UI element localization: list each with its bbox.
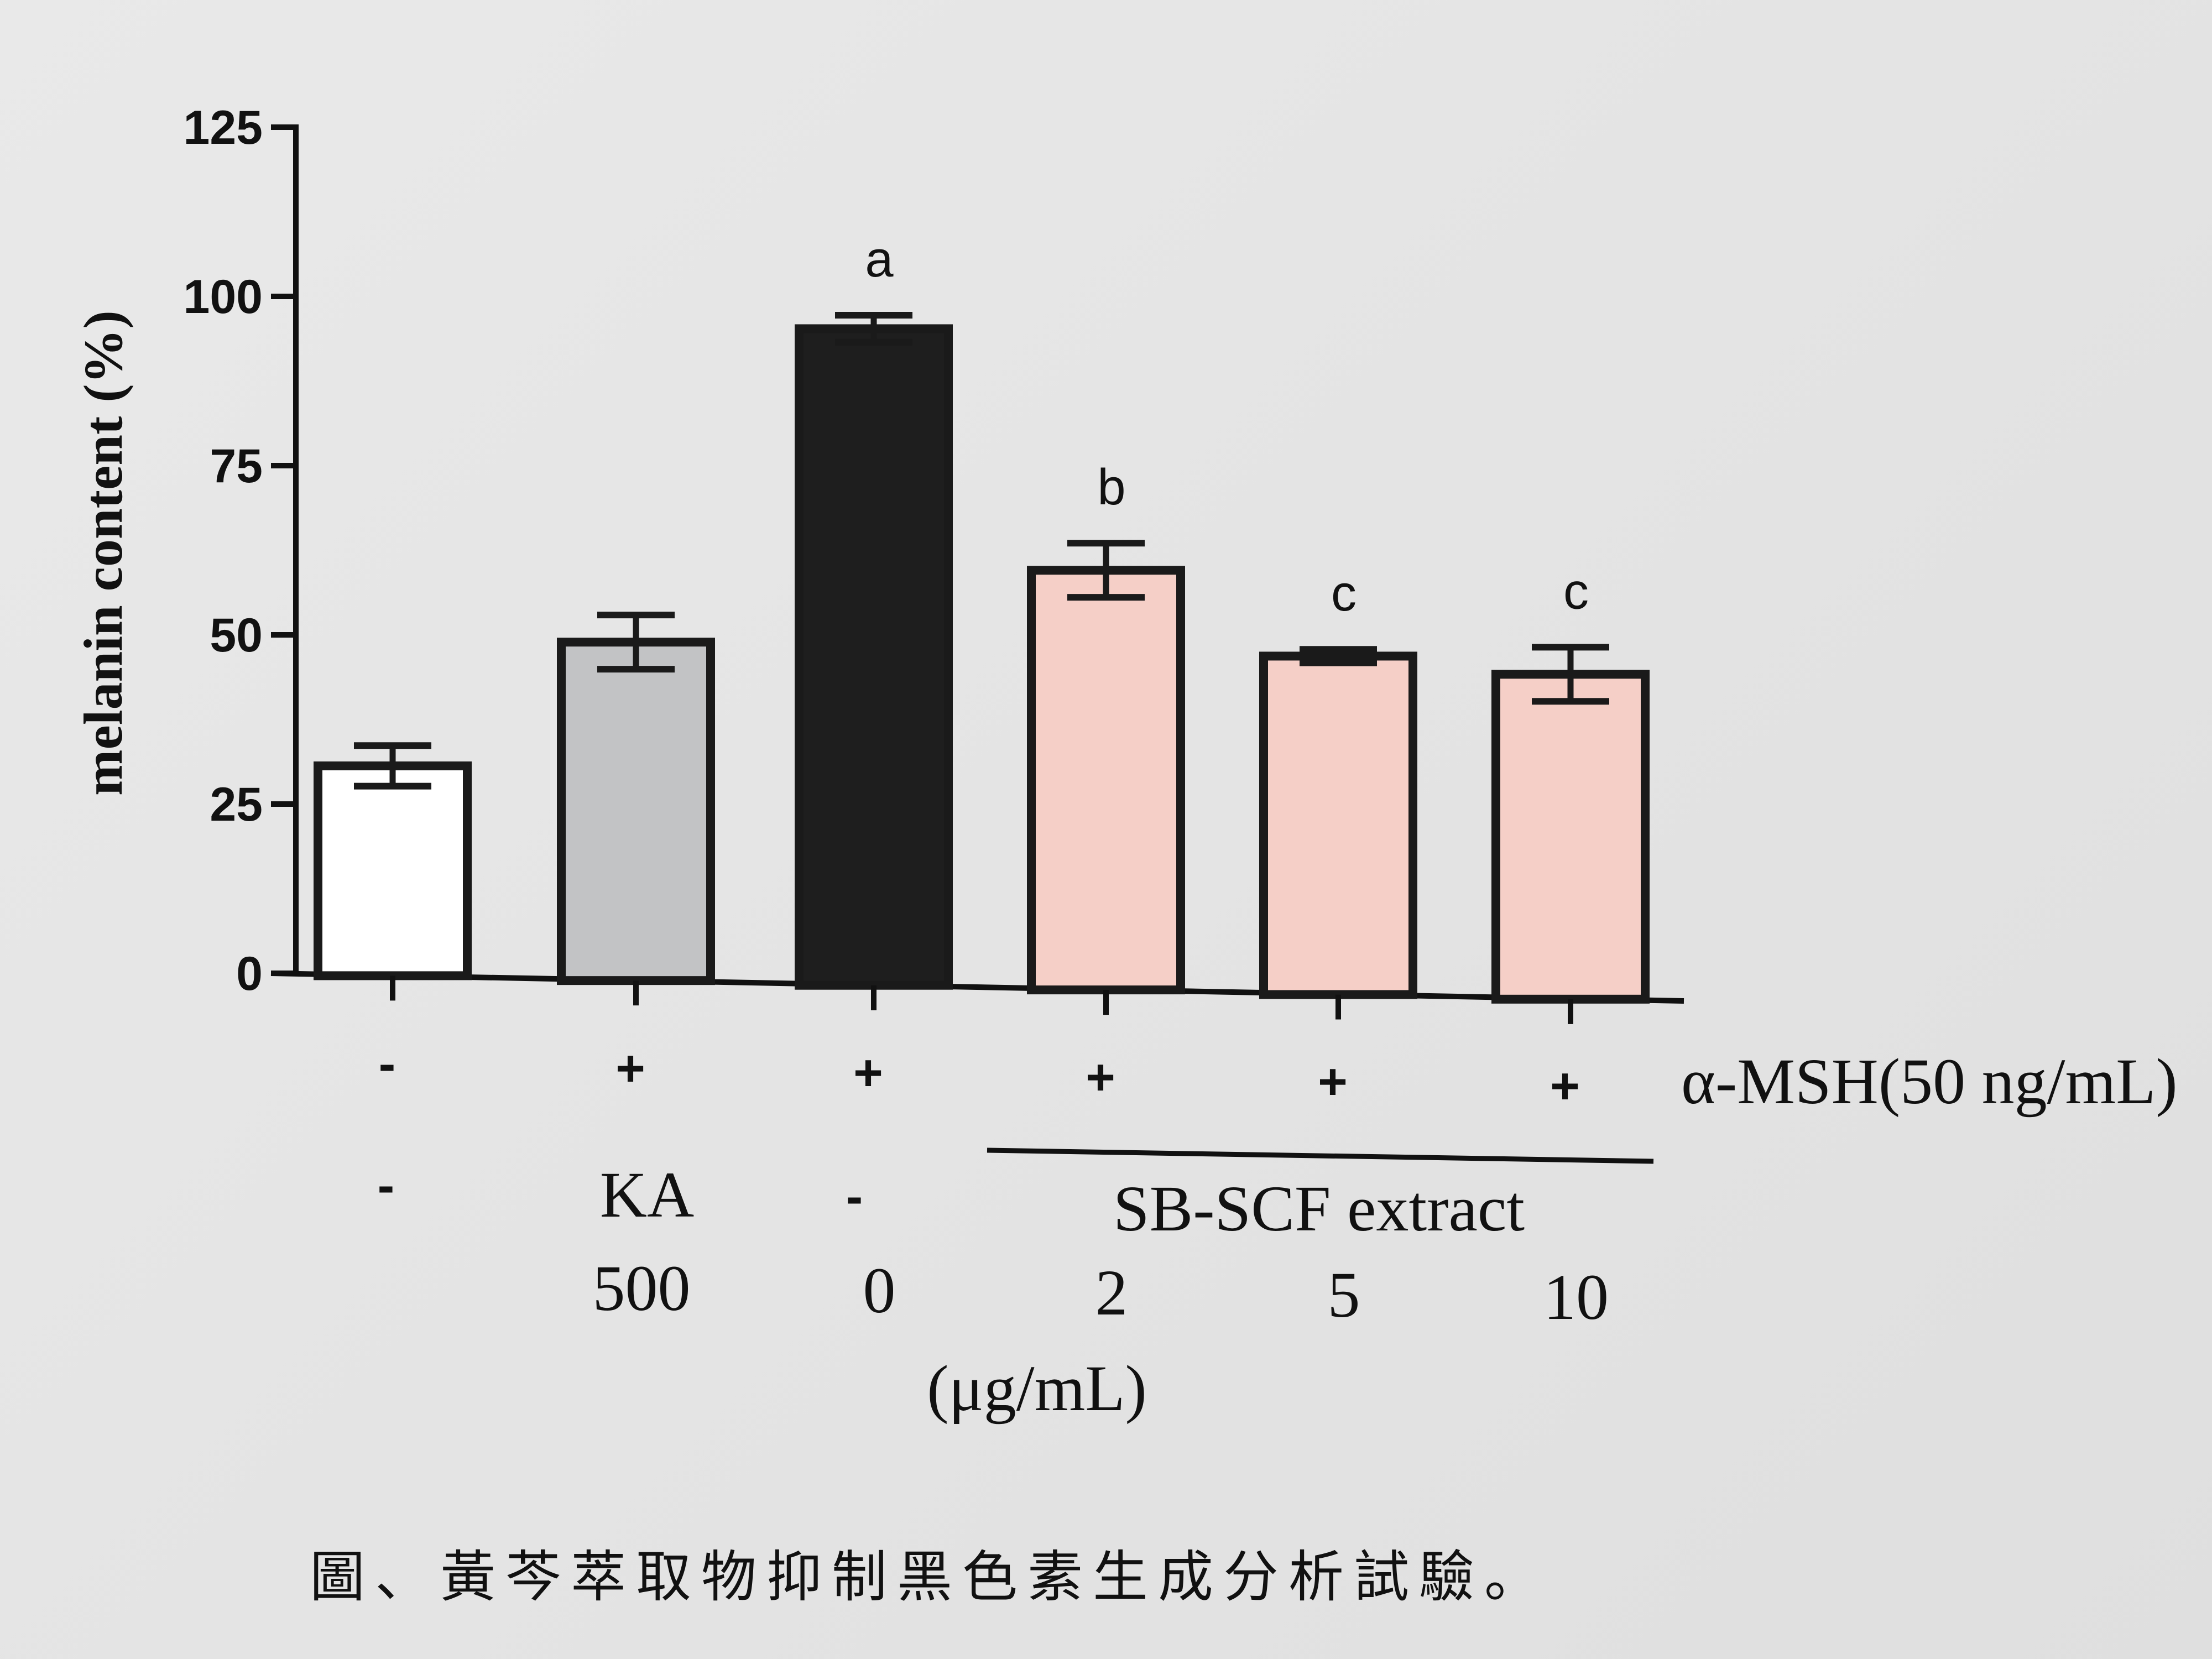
y-tick-label: 0 (236, 947, 263, 1000)
y-tick-label: 75 (210, 440, 263, 493)
bar (557, 638, 715, 985)
bar-group: c (1491, 563, 1650, 1004)
y-tick-label: 25 (210, 778, 263, 831)
extract-group-label: SB-SCF extract (1113, 1172, 1525, 1245)
bar-group (557, 612, 715, 985)
bar (1027, 566, 1185, 995)
bar-group: b (1027, 459, 1185, 995)
bar-group (314, 742, 472, 980)
significance-label: a (865, 231, 894, 288)
bar-group: a (795, 231, 953, 990)
msh-label: α-MSH(50 ng/mL) (1681, 1045, 2178, 1118)
msh-sign: + (1318, 1053, 1348, 1110)
dose-row: 500 0 2 5 10 (593, 1252, 1609, 1333)
y-axis-label: melanin content (%) (72, 310, 134, 796)
significance-label: b (1097, 459, 1125, 515)
significance-label: c (1563, 563, 1589, 619)
treatment-label-control: - (378, 1157, 395, 1214)
bar (1259, 651, 1417, 999)
x-axis-line (270, 971, 1684, 1004)
y-ticks: 0 25 50 75 100 125 (184, 101, 296, 1000)
extract-group-bracket (987, 1147, 1654, 1164)
dose-value: 2 (1095, 1256, 1128, 1329)
treatment-label-ka: KA (600, 1159, 694, 1231)
msh-sign: + (1086, 1049, 1115, 1105)
dose-value: 0 (863, 1254, 896, 1327)
significance-label: c (1331, 565, 1357, 622)
msh-sign: - (379, 1036, 396, 1092)
dose-value: 500 (593, 1252, 691, 1324)
figure-caption: 圖、黃芩萃取物抑制黑色素生成分析試驗。 (310, 1545, 1550, 1609)
dose-value: 10 (1543, 1261, 1609, 1333)
y-tick-label: 100 (184, 270, 263, 324)
bars-group: a b c c (314, 231, 1650, 1004)
y-tick-label: 50 (210, 609, 263, 662)
treatment-label-msh-only: - (846, 1168, 863, 1225)
x-ticks (390, 975, 1573, 1024)
msh-sign: + (615, 1040, 645, 1097)
bar (1491, 670, 1650, 1004)
msh-sign: + (1550, 1058, 1580, 1114)
dose-unit: (μg/mL) (927, 1352, 1147, 1425)
msh-sign: + (853, 1045, 883, 1101)
msh-row: - + + + + + (379, 1036, 1580, 1114)
bar-group: c (1259, 565, 1417, 999)
bar (795, 324, 953, 990)
y-tick-label: 125 (184, 101, 263, 154)
bar (314, 761, 472, 980)
dose-value: 5 (1328, 1259, 1360, 1331)
